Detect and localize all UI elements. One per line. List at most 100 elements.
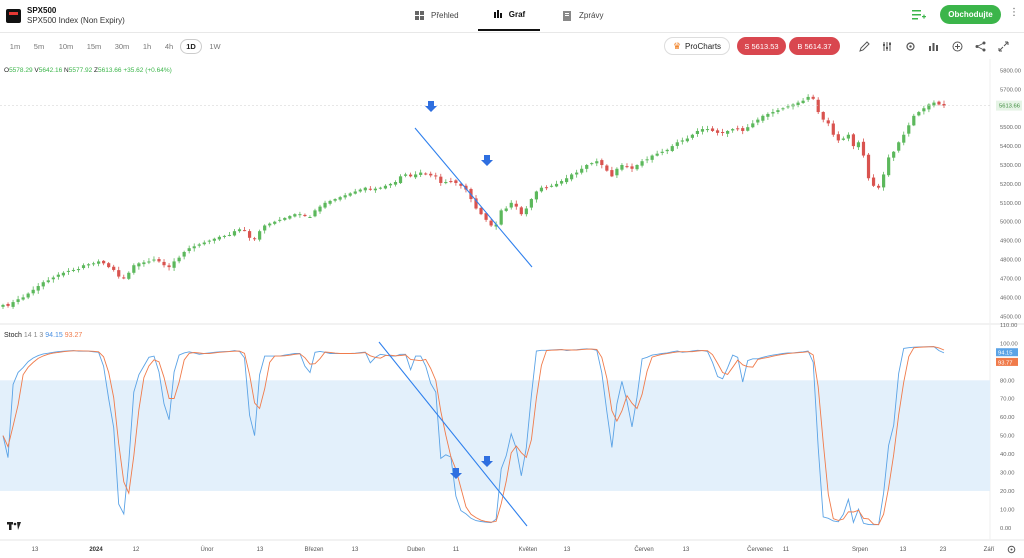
candle-body: [197, 244, 201, 246]
candle-body: [585, 165, 589, 169]
candle-body: [117, 270, 121, 277]
stoch-trendline: [378, 341, 528, 527]
chart-type-icon[interactable]: [928, 41, 939, 52]
trade-button[interactable]: Obchodujte: [940, 5, 1001, 24]
timeframe-1m[interactable]: 1m: [9, 42, 21, 51]
timeframe-1h[interactable]: 1h: [142, 42, 152, 51]
price-tick-label: 5100.00: [1000, 201, 1021, 207]
candle-body: [91, 263, 96, 265]
candle-body: [529, 199, 533, 208]
candle-body: [313, 210, 317, 217]
candle-body: [86, 264, 91, 266]
candle-body: [81, 265, 86, 269]
date-tick-label: 13: [32, 547, 39, 553]
candle-body: [937, 101, 941, 105]
candle-body: [575, 172, 579, 175]
ohlc-change: +35.62 (+0.64%): [123, 67, 172, 74]
stoch-tick-label: 20.00: [1000, 489, 1015, 495]
candle-body: [333, 199, 337, 201]
settings-icon[interactable]: [905, 41, 916, 52]
stoch-name: Stoch: [4, 332, 22, 339]
candle-body: [237, 229, 242, 232]
timeframe-10m[interactable]: 10m: [58, 42, 74, 51]
candle-body: [514, 203, 518, 207]
stoch-tick-label: 40.00: [1000, 452, 1015, 458]
indicators-icon[interactable]: [882, 41, 893, 52]
candle-body: [273, 221, 277, 224]
stoch-overbought-oversold-band: [0, 380, 990, 491]
fullscreen-icon[interactable]: [998, 41, 1009, 52]
candle-body: [695, 130, 700, 135]
candle-body: [539, 187, 544, 192]
stoch-legend[interactable]: Stoch 14 1 3 94.15 93.27: [4, 332, 82, 339]
add-icon[interactable]: [952, 41, 963, 52]
instrument-logo-icon: [6, 9, 21, 23]
chart-toolbar: 1m 5m 10m 15m 30m 1h 4h 1D 1W ♛ ProChart…: [0, 35, 1024, 59]
candle-body: [358, 189, 362, 192]
price-tick-label: 5200.00: [1000, 182, 1021, 188]
sell-button[interactable]: S 5613.53: [737, 37, 786, 55]
stoch-tick-label: 70.00: [1000, 397, 1015, 403]
date-tick-label: 13: [564, 547, 571, 553]
timeframe-30m[interactable]: 30m: [114, 42, 130, 51]
buy-button[interactable]: B 5614.37: [789, 37, 840, 55]
down-arrow-icon: [450, 468, 462, 479]
candle-body: [328, 200, 332, 204]
candle-body: [650, 155, 654, 160]
candle-body: [36, 286, 40, 291]
candle-body: [122, 277, 126, 279]
candle-body: [851, 134, 856, 147]
stoch-lines-group: [2, 346, 945, 526]
tab-news[interactable]: Zprávy: [563, 0, 603, 31]
stoch-k-tag: [996, 348, 1018, 357]
tab-chart[interactable]: Graf: [478, 0, 540, 31]
timeframe-1d[interactable]: 1D: [180, 39, 202, 54]
news-icon: [563, 10, 571, 21]
candle-body: [856, 142, 861, 148]
candle-body: [283, 217, 287, 220]
stoch-k-tag-label: 94.15: [998, 351, 1013, 357]
stoch-d-tag-label: 93.77: [998, 360, 1013, 366]
price-chart[interactable]: 5800.005700.005600.005500.005400.005300.…: [0, 59, 1024, 558]
candle-body: [51, 277, 55, 280]
timeframe-15m[interactable]: 15m: [86, 42, 102, 51]
date-tick-label: 23: [940, 547, 947, 553]
candle-body: [192, 246, 196, 249]
candle-body: [217, 236, 221, 240]
candle-body: [449, 181, 453, 183]
candle-body: [298, 214, 302, 216]
candle-body: [912, 115, 916, 126]
candle-body: [871, 177, 876, 186]
candle-body: [182, 251, 186, 257]
candle-body: [917, 112, 921, 116]
chart-settings-icon[interactable]: [1007, 545, 1016, 554]
date-tick-label: Květen: [519, 547, 538, 553]
candle-body: [303, 214, 307, 217]
candle-body: [751, 123, 755, 128]
pencil-icon[interactable]: [859, 41, 870, 52]
candle-body: [882, 174, 886, 188]
procharts-button[interactable]: ♛ ProCharts: [664, 37, 730, 55]
share-icon[interactable]: [975, 41, 986, 52]
candle-body: [715, 130, 720, 133]
watchlist-add-icon[interactable]: [912, 9, 926, 21]
candle-body: [645, 159, 649, 161]
price-tick-label: 4700.00: [1000, 276, 1021, 282]
candle-body: [46, 280, 50, 283]
candle-body: [670, 146, 674, 151]
ohlc-readout: O5578.29 V5642.16 N5577.92 Z5613.66 +35.…: [4, 67, 172, 74]
timeframe-5m[interactable]: 5m: [33, 42, 45, 51]
candle-body: [26, 293, 30, 298]
date-tick-label: Březen: [304, 547, 323, 553]
price-tick-label: 5300.00: [1000, 163, 1021, 169]
tab-overview[interactable]: Přehled: [415, 0, 459, 31]
candle-body: [580, 168, 584, 173]
candle-body: [761, 115, 765, 121]
timeframe-4h[interactable]: 4h: [164, 42, 174, 51]
more-menu-icon[interactable]: ⋮: [1009, 7, 1019, 18]
candle-body: [338, 197, 342, 200]
candle-body: [403, 174, 408, 176]
timeframe-1w[interactable]: 1W: [209, 42, 221, 51]
candle-body: [524, 208, 528, 215]
candle-body: [414, 174, 418, 178]
